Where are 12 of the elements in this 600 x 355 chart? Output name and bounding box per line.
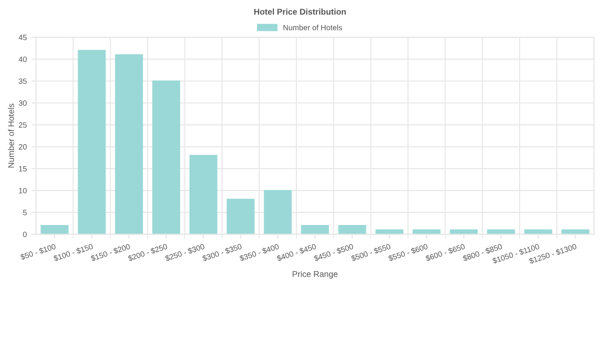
bar	[226, 198, 255, 234]
y-axis-title: Number of Hotels	[8, 104, 14, 168]
bar	[264, 190, 292, 234]
chart-title: Hotel Price Distribution	[254, 8, 346, 15]
bar	[301, 224, 329, 234]
bar	[338, 224, 366, 234]
bar	[189, 154, 218, 234]
bar	[40, 224, 69, 234]
bar	[78, 50, 106, 234]
bar	[115, 54, 143, 234]
x-axis-title: Price Range	[292, 270, 338, 279]
bar	[152, 80, 180, 234]
